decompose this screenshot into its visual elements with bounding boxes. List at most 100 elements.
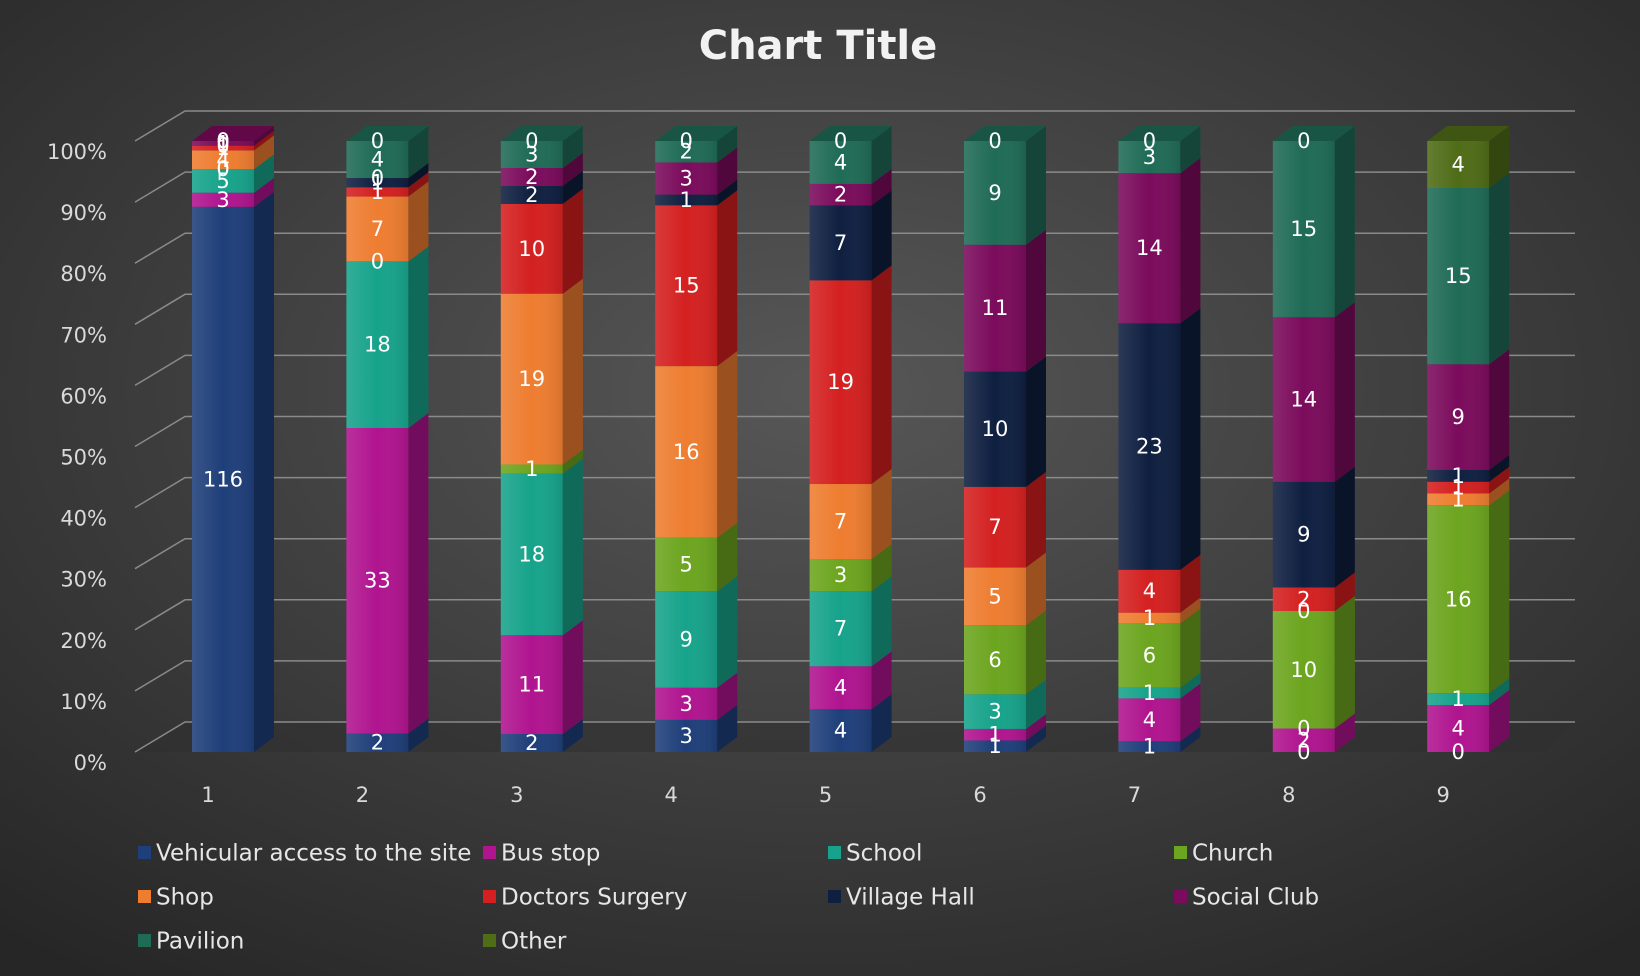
bar-side — [562, 620, 583, 735]
bar-shine — [1272, 728, 1335, 752]
bar-shine — [655, 366, 718, 538]
bar-shine — [964, 740, 1026, 752]
bar-shine — [1427, 188, 1490, 365]
data-label: 0 — [1452, 740, 1465, 764]
data-label: 23 — [1136, 435, 1163, 459]
bar-side — [562, 458, 583, 636]
bar-side — [871, 576, 892, 667]
data-label: 4 — [1452, 153, 1465, 177]
y-tick-label: 10% — [60, 690, 107, 714]
grid-line — [134, 110, 1575, 142]
bar-side — [717, 672, 738, 720]
bar-side-shade — [254, 130, 274, 151]
y-tick-label: 30% — [60, 568, 107, 592]
bar-side-shade — [562, 449, 583, 474]
data-label: 3 — [680, 692, 693, 716]
x-tick-label: 8 — [1282, 783, 1295, 807]
bar-side — [1334, 466, 1355, 588]
data-label: 7 — [834, 617, 847, 641]
bar-shine — [192, 150, 254, 170]
bar-side-shade — [1180, 308, 1201, 570]
bar-side-shade — [1026, 471, 1046, 568]
data-label: 3 — [988, 700, 1001, 724]
bar-side — [717, 704, 738, 752]
bar-top-shade — [809, 126, 892, 141]
bar-shine — [192, 206, 254, 753]
data-label: 10 — [1290, 658, 1317, 682]
data-label: 1 — [680, 188, 693, 212]
bar-shine — [809, 484, 872, 560]
data-label: 0 — [216, 157, 229, 181]
bar-shine — [1272, 587, 1335, 611]
bar-shine — [1118, 141, 1181, 174]
bar-side-shade — [871, 190, 892, 281]
bar-shine — [655, 194, 718, 206]
bar-side — [1180, 726, 1201, 752]
data-label: 1 — [1452, 687, 1465, 711]
bar-side — [1026, 552, 1046, 626]
bar-side-shade — [1180, 672, 1201, 699]
bar-shine — [809, 280, 872, 485]
data-label: 0 — [834, 129, 847, 153]
data-label: 14 — [1290, 388, 1317, 412]
legend-label: Church — [1192, 841, 1273, 867]
bar-side-shade — [1180, 554, 1201, 613]
bar-shine — [500, 293, 563, 465]
bar-side-shade — [254, 191, 274, 753]
chart-title: Chart Title — [699, 23, 938, 69]
data-label: 11 — [982, 296, 1009, 320]
bar-side-shade — [408, 181, 429, 262]
legend-label: Bus stop — [501, 841, 600, 867]
bar-top-shade — [655, 126, 738, 141]
bar-side — [1180, 672, 1201, 699]
bar-side-shade — [1180, 597, 1201, 624]
data-label: 5 — [988, 584, 1001, 608]
bar-side-shade — [1489, 478, 1510, 506]
bar-shine — [1118, 623, 1181, 688]
data-label: 7 — [834, 231, 847, 255]
bar-shine — [1272, 141, 1335, 318]
bar-side-shade — [562, 458, 583, 636]
bar-shine — [964, 244, 1026, 372]
data-label: 0 — [371, 166, 384, 190]
bar-shine — [1427, 141, 1490, 188]
bar-side — [1489, 126, 1510, 188]
bar-shine — [655, 591, 718, 688]
bar-shine — [500, 141, 563, 168]
bar-side — [871, 544, 892, 592]
bar-shine — [346, 733, 409, 752]
bar-side-shade — [1489, 466, 1510, 494]
legend-swatch — [483, 846, 496, 859]
grid-line — [134, 599, 1575, 631]
bar-side-shade — [1026, 725, 1046, 752]
grid-line — [134, 476, 1575, 509]
data-label: 0 — [680, 129, 693, 153]
bar-side-shade — [1180, 608, 1201, 688]
bar-side-shade — [1334, 126, 1355, 318]
bar-shine — [1427, 505, 1490, 694]
bar-shine — [1118, 173, 1181, 324]
bar-side — [408, 246, 429, 428]
bar-side-shade — [1489, 455, 1510, 482]
data-label: 7 — [988, 515, 1001, 539]
bar-shine — [346, 141, 409, 179]
data-label: 9 — [680, 627, 693, 651]
bar-side — [1180, 158, 1201, 324]
bar-side — [871, 469, 892, 560]
data-label: 10 — [982, 417, 1009, 441]
grid-line — [134, 171, 1575, 203]
data-label: 0 — [216, 129, 229, 153]
bar-side — [562, 449, 583, 474]
bar-side-shade — [408, 246, 429, 428]
legend-swatch — [483, 890, 496, 903]
legend-swatch — [138, 846, 151, 859]
bar-side-shade — [408, 163, 429, 188]
bar-side-shade — [717, 190, 738, 367]
bar-shine — [1427, 705, 1490, 752]
bar-shine — [1272, 317, 1335, 482]
legend-label: School — [846, 841, 922, 867]
bar-side — [871, 651, 892, 710]
bar-shine — [964, 567, 1026, 626]
legend-swatch — [828, 890, 841, 903]
data-label: 1 — [371, 180, 384, 204]
